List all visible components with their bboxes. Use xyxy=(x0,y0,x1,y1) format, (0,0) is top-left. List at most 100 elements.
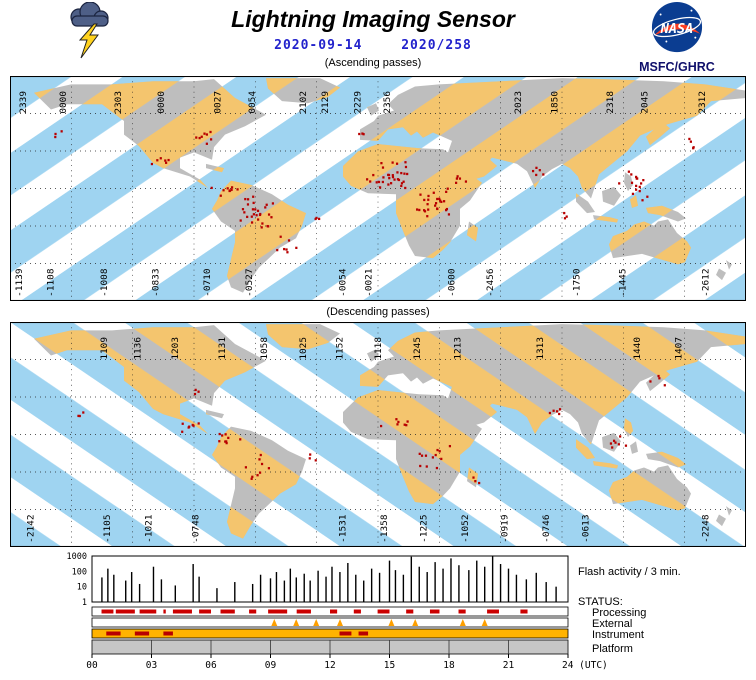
lightning-bolt-icon xyxy=(78,23,99,59)
status-label-platform: Platform xyxy=(592,643,633,655)
status-heading: STATUS: xyxy=(578,596,623,608)
svg-text:2312: 2312 xyxy=(697,91,708,114)
svg-text:0000: 0000 xyxy=(58,91,69,114)
svg-text:-1750: -1750 xyxy=(572,268,583,296)
svg-text:-0746: -0746 xyxy=(541,514,552,542)
time-axis: 00 03 06 09 12 15 18 21 24 (UTC) xyxy=(86,654,608,671)
orbit-time-labels-top: 2339 0000 2303 0000 0027 0054 2102 2129 2229 2356… xyxy=(18,91,707,114)
svg-text:2303: 2303 xyxy=(113,91,124,114)
svg-text:-1445: -1445 xyxy=(618,268,629,296)
storm-icon xyxy=(64,1,116,65)
svg-text:-0527: -0527 xyxy=(244,268,255,296)
svg-text:18: 18 xyxy=(443,660,455,671)
svg-text:03: 03 xyxy=(146,660,157,671)
date-day-of-year: 2020/258 xyxy=(401,38,472,53)
svg-text:-0710: -0710 xyxy=(202,268,213,296)
svg-text:-1021: -1021 xyxy=(144,514,155,542)
svg-text:-1358: -1358 xyxy=(379,514,390,542)
svg-text:12: 12 xyxy=(324,660,335,671)
svg-text:-2612: -2612 xyxy=(701,268,712,296)
ascending-passes-map: 2339 0000 2303 0000 0027 0054 2102 2129 2229 2356… xyxy=(10,76,746,301)
svg-text:-1008: -1008 xyxy=(99,268,110,296)
svg-text:-1108: -1108 xyxy=(46,268,57,296)
svg-text:2102: 2102 xyxy=(298,91,309,114)
svg-text:24 (UTC): 24 (UTC) xyxy=(562,660,608,671)
svg-text:00: 00 xyxy=(86,660,98,671)
svg-text:-1225: -1225 xyxy=(419,514,430,542)
descending-passes-map: 1109 1136 1203 1131 1058 1025 1152 1118 1245 1213… xyxy=(10,322,746,547)
svg-text:2229: 2229 xyxy=(353,91,364,114)
svg-text:09: 09 xyxy=(265,660,277,671)
map-border xyxy=(10,322,746,547)
svg-text:10: 10 xyxy=(77,583,87,593)
svg-text:1152: 1152 xyxy=(335,337,346,360)
svg-text:2356: 2356 xyxy=(382,91,393,114)
lightning-flash-points xyxy=(54,130,695,254)
orbit-time-labels-bottom: -1139 -1108 -1008 -0833 -0710 -0527 -0054 -0021… xyxy=(14,268,711,297)
svg-text:-0613: -0613 xyxy=(581,514,592,542)
date-line: 2020-09-14 2020/258 xyxy=(120,38,626,53)
svg-text:0000: 0000 xyxy=(156,91,167,114)
status-label-external: External xyxy=(592,618,633,630)
descending-caption: (Descending passes) xyxy=(326,306,430,318)
status-label-instrument: Instrument xyxy=(592,629,644,641)
map-border xyxy=(10,76,746,301)
svg-text:1131: 1131 xyxy=(217,337,228,360)
svg-text:-0021: -0021 xyxy=(364,268,375,296)
nasa-stars xyxy=(659,9,697,43)
svg-text:1407: 1407 xyxy=(673,337,684,360)
svg-text:1850: 1850 xyxy=(550,91,561,114)
svg-text:1136: 1136 xyxy=(133,337,144,360)
y-axis-labels: 1000 100 10 1 xyxy=(67,552,87,608)
svg-text:-0833: -0833 xyxy=(151,268,162,296)
svg-text:21: 21 xyxy=(503,660,515,671)
nasa-red-swoosh xyxy=(653,23,701,36)
svg-text:1109: 1109 xyxy=(99,337,110,360)
svg-text:2045: 2045 xyxy=(640,91,651,114)
svg-text:-0600: -0600 xyxy=(447,268,458,296)
svg-text:15: 15 xyxy=(384,660,395,671)
svg-text:2023: 2023 xyxy=(513,91,524,114)
page-title: Lightning Imaging Sensor xyxy=(231,6,515,32)
lightning-flash-points xyxy=(77,374,666,485)
svg-text:-2142: -2142 xyxy=(26,514,37,542)
cloud-icon xyxy=(70,1,109,27)
status-rows xyxy=(91,606,569,655)
svg-text:-0919: -0919 xyxy=(500,514,511,542)
header: Lightning Imaging Sensor 2020-09-14 2020… xyxy=(0,0,756,74)
svg-text:100: 100 xyxy=(72,567,87,577)
svg-text:2129: 2129 xyxy=(320,91,331,114)
flash-activity-plot xyxy=(91,555,569,603)
svg-text:1058: 1058 xyxy=(259,337,270,360)
nasa-logo: NASA MSFC/GHRC xyxy=(634,1,720,74)
svg-text:2318: 2318 xyxy=(605,91,616,114)
svg-text:06: 06 xyxy=(205,660,217,671)
svg-text:-1052: -1052 xyxy=(460,514,471,542)
org-label: MSFC/GHRC xyxy=(639,60,715,74)
title-block: Lightning Imaging Sensor 2020-09-14 2020… xyxy=(120,6,626,69)
svg-text:-0748: -0748 xyxy=(191,514,202,542)
svg-text:0027: 0027 xyxy=(213,91,224,114)
svg-text:1213: 1213 xyxy=(453,337,464,360)
svg-text:2339: 2339 xyxy=(18,91,29,114)
svg-text:-2456: -2456 xyxy=(485,268,496,296)
svg-text:-1531: -1531 xyxy=(338,514,349,542)
status-label-processing: Processing xyxy=(592,607,647,619)
graticule xyxy=(10,76,746,301)
svg-text:1245: 1245 xyxy=(412,337,423,360)
ascending-caption: (Ascending passes) xyxy=(324,57,422,69)
svg-text:1440: 1440 xyxy=(632,337,643,360)
svg-text:1118: 1118 xyxy=(373,337,384,360)
svg-text:1: 1 xyxy=(82,598,87,608)
flash-activity-label: Flash activity / 3 min. xyxy=(578,566,681,578)
svg-text:-1139: -1139 xyxy=(14,268,25,296)
svg-text:-2248: -2248 xyxy=(701,514,712,542)
svg-text:0054: 0054 xyxy=(247,91,258,114)
svg-text:1313: 1313 xyxy=(535,337,546,360)
orbit-time-labels-bottom: -2142 -1105 -1021 -0748 -1531 -1358 -1225 -1052… xyxy=(26,514,712,542)
graticule xyxy=(10,322,746,547)
svg-text:-1105: -1105 xyxy=(102,514,113,542)
nasa-orbit-ring xyxy=(652,16,702,38)
